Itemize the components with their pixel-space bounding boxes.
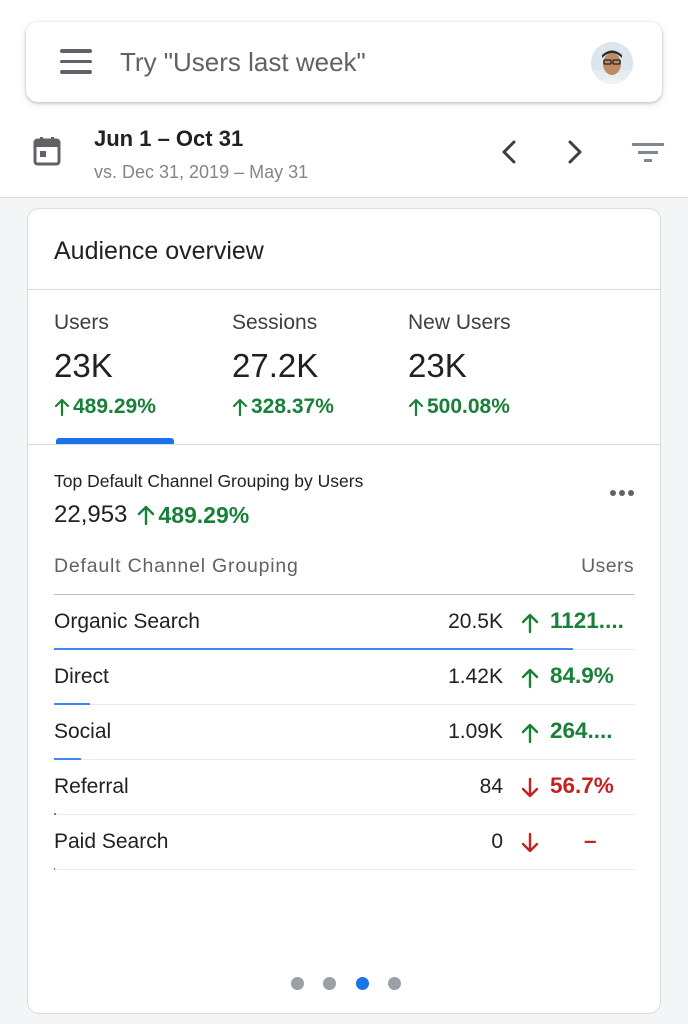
section-total: 22,953 489.29% <box>54 501 249 529</box>
page-dot[interactable] <box>387 977 401 990</box>
channel-name: Social <box>54 720 112 743</box>
metric-tab-users[interactable]: Users 23K 489.29% <box>54 311 156 419</box>
divider <box>28 289 660 290</box>
share-bar <box>54 813 57 815</box>
filter-icon[interactable] <box>631 140 665 166</box>
page-dot[interactable] <box>323 977 337 990</box>
channel-change: – <box>584 828 597 853</box>
arrow-up-icon <box>521 723 539 744</box>
date-range-comparison: vs. Dec 31, 2019 – May 31 <box>94 162 309 182</box>
share-bar <box>54 703 91 705</box>
search-bar[interactable] <box>26 22 662 102</box>
arrow-down-icon <box>521 832 539 853</box>
column-header-users: Users <box>581 555 634 577</box>
channel-users: 20.5K <box>448 610 503 633</box>
metric-change: 500.08% <box>408 395 511 419</box>
metric-label: Sessions <box>232 311 318 334</box>
arrow-up-icon <box>521 668 539 689</box>
channel-name: Direct <box>54 665 109 688</box>
channel-users: 84 <box>479 775 503 798</box>
audience-overview-card: Audience overview Users 23K 489.29% Sess… <box>27 208 661 1014</box>
channel-change: 264.... <box>550 718 613 743</box>
avatar-photo <box>591 42 633 84</box>
more-options-icon[interactable] <box>610 483 640 497</box>
page-dot[interactable] <box>291 977 304 990</box>
metric-tab-sessions[interactable]: Sessions 27.2K 328.37% <box>232 311 334 419</box>
table-row[interactable]: Direct 1.42K 84.9% <box>54 650 635 705</box>
chevron-left-icon[interactable] <box>494 136 524 168</box>
chevron-right-icon[interactable] <box>560 136 590 168</box>
metric-label: New Users <box>408 311 511 334</box>
date-range-primary[interactable]: Jun 1 – Oct 31 <box>94 126 244 151</box>
metric-change-value: 328.37% <box>251 395 334 418</box>
arrow-up-icon <box>232 398 248 416</box>
divider <box>28 444 660 445</box>
total-change: 489.29% <box>137 502 249 529</box>
table-row[interactable]: Social 1.09K 264.... <box>54 705 635 760</box>
arrow-up-icon <box>54 398 70 416</box>
arrow-up-icon <box>138 505 155 525</box>
app-header: Jun 1 – Oct 31 vs. Dec 31, 2019 – May 31 <box>0 0 688 198</box>
page-dot[interactable] <box>355 977 369 990</box>
channel-users: 0 <box>491 830 503 853</box>
metric-tab-new-users[interactable]: New Users 23K 500.08% <box>408 311 511 419</box>
selected-tab-indicator <box>56 438 174 444</box>
section-title: Top Default Channel Grouping by Users <box>54 471 364 491</box>
divider <box>54 594 635 595</box>
arrow-up-icon <box>521 613 539 634</box>
channel-table: Organic Search 20.5K 1121.... Direct 1.42K 84… <box>54 595 635 870</box>
metric-value: 23K <box>408 347 467 384</box>
total-change-value: 489.29% <box>158 501 250 528</box>
share-bar <box>54 648 573 650</box>
share-bar <box>54 758 82 760</box>
column-header-channel: Default Channel Grouping <box>54 555 299 577</box>
channel-name: Paid Search <box>54 830 169 853</box>
metric-label: Users <box>54 311 109 334</box>
channel-name: Organic Search <box>54 610 200 633</box>
hamburger-menu-icon[interactable] <box>60 49 92 75</box>
metric-change-value: 500.08% <box>427 395 510 418</box>
table-row[interactable]: Paid Search 0 – <box>54 815 635 870</box>
date-range-bar: Jun 1 – Oct 31 vs. Dec 31, 2019 – May 31 <box>0 110 688 198</box>
avatar[interactable] <box>591 42 633 84</box>
channel-name: Referral <box>54 775 129 798</box>
metric-change-value: 489.29% <box>73 395 156 418</box>
arrow-up-icon <box>408 398 424 416</box>
share-bar <box>54 868 56 870</box>
channel-users: 1.42K <box>448 665 503 688</box>
arrow-down-icon <box>521 777 539 798</box>
card-title: Audience overview <box>54 237 264 265</box>
channel-change: 1121.... <box>550 608 624 633</box>
calendar-icon[interactable] <box>33 136 61 166</box>
table-row[interactable]: Referral 84 56.7% <box>54 760 635 815</box>
total-value: 22,953 <box>54 501 128 528</box>
metric-value: 27.2K <box>232 347 319 384</box>
search-input[interactable] <box>120 44 560 80</box>
metric-change: 328.37% <box>232 395 334 419</box>
channel-change: 56.7% <box>550 773 614 798</box>
channel-users: 1.09K <box>448 720 503 743</box>
pagination-dots <box>291 977 401 991</box>
metric-change: 489.29% <box>54 395 156 419</box>
table-row[interactable]: Organic Search 20.5K 1121.... <box>54 595 635 650</box>
channel-change: 84.9% <box>550 663 614 688</box>
metric-value: 23K <box>54 347 113 384</box>
